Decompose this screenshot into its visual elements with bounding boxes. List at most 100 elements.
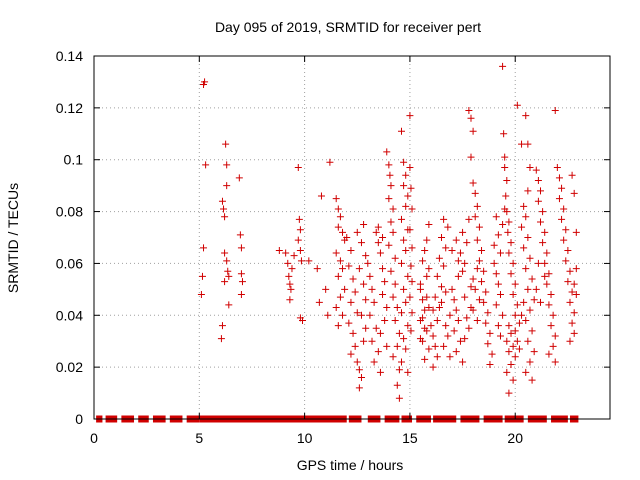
data-point (225, 301, 233, 309)
data-point (551, 332, 559, 340)
data-point (526, 306, 534, 314)
data-point (238, 278, 246, 286)
data-point (459, 228, 467, 236)
data-point (448, 285, 456, 293)
data-point (416, 335, 424, 343)
data-point (500, 130, 508, 138)
data-point (294, 163, 302, 171)
data-point (402, 202, 410, 210)
data-point (400, 182, 408, 190)
y-tick-label: 0.12 (56, 100, 83, 116)
y-tick-label: 0.06 (56, 255, 83, 271)
data-point (503, 208, 511, 216)
data-point (425, 221, 433, 229)
data-point (397, 215, 405, 223)
data-point (397, 259, 405, 267)
data-point (385, 161, 393, 169)
data-point (334, 272, 342, 280)
data-point (509, 342, 517, 350)
data-point (317, 192, 325, 200)
data-point (336, 257, 344, 265)
data-point (368, 285, 376, 293)
data-point (406, 163, 414, 171)
data-point (509, 259, 517, 267)
data-point (480, 298, 488, 306)
data-point (515, 345, 523, 353)
data-point (225, 272, 233, 280)
data-point (448, 246, 456, 254)
data-point (547, 322, 555, 330)
data-point (404, 322, 412, 330)
data-point (393, 304, 401, 312)
data-point (568, 171, 576, 179)
data-point (484, 340, 492, 348)
data-point (524, 285, 532, 293)
data-point (494, 280, 502, 288)
data-point (429, 363, 437, 371)
data-point (551, 106, 559, 114)
data-point (524, 187, 532, 195)
data-point (564, 246, 572, 254)
data-point (389, 293, 397, 301)
data-point (494, 322, 502, 330)
data-point (541, 259, 549, 267)
data-point (526, 358, 534, 366)
data-point (379, 265, 387, 273)
data-point (374, 223, 382, 231)
data-point (440, 215, 448, 223)
data-point (305, 257, 313, 265)
x-tick-label: 5 (195, 430, 203, 446)
data-point (349, 329, 357, 337)
data-point (223, 257, 231, 265)
data-point (339, 265, 347, 273)
data-point (450, 296, 458, 304)
data-point (334, 205, 342, 213)
data-point (438, 283, 446, 291)
data-point (366, 311, 374, 319)
data-point (282, 249, 290, 257)
data-point (560, 205, 568, 213)
y-tick-label: 0.08 (56, 204, 83, 220)
data-point (433, 272, 441, 280)
data-point (467, 153, 475, 161)
data-point (558, 184, 566, 192)
data-point (541, 228, 549, 236)
y-tick-label: 0.04 (56, 307, 83, 323)
data-point (285, 272, 293, 280)
data-point (499, 62, 507, 70)
data-point (286, 296, 294, 304)
data-point (353, 358, 361, 366)
x-tick-label: 15 (402, 430, 418, 446)
data-point (435, 254, 443, 262)
data-point (539, 239, 547, 247)
data-point (471, 285, 479, 293)
data-point (427, 322, 435, 330)
data-point (511, 353, 519, 361)
data-point (200, 244, 208, 252)
data-point (513, 301, 521, 309)
data-point (572, 228, 580, 236)
data-point (393, 342, 401, 350)
data-point (381, 278, 389, 286)
data-point (543, 280, 551, 288)
data-point (387, 267, 395, 275)
data-point (389, 353, 397, 361)
data-point (387, 218, 395, 226)
data-point (237, 270, 245, 278)
data-point (391, 316, 399, 324)
data-point (456, 249, 464, 257)
data-point (505, 249, 513, 257)
data-point (549, 311, 557, 319)
data-point (496, 249, 504, 257)
data-point (558, 215, 566, 223)
data-point (518, 311, 526, 319)
data-point (376, 368, 384, 376)
data-point (488, 350, 496, 358)
data-point (221, 249, 229, 257)
data-point (473, 265, 481, 273)
data-point (395, 366, 403, 374)
data-point (406, 293, 414, 301)
data-point (431, 342, 439, 350)
data-point (284, 259, 292, 267)
data-point (387, 182, 395, 190)
